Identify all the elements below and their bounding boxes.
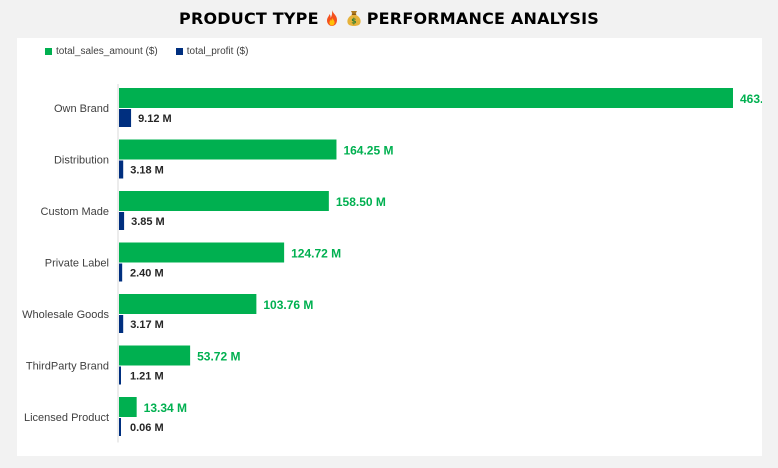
chart-title: PRODUCT TYPE $ PERFORMANCE ANALYSIS [0, 6, 778, 30]
category-label: ThirdParty Brand [26, 361, 109, 373]
sales-bar [119, 242, 285, 263]
chart-legend: total_sales_amount ($) total_profit ($) [45, 46, 248, 57]
legend-label-profit: total_profit ($) [186, 46, 249, 57]
legend-swatch-sales [45, 48, 52, 55]
sales-data-label: 158.50 M [336, 195, 386, 209]
profit-data-label: 3.18 M [130, 165, 164, 177]
profit-bar [119, 418, 121, 436]
profit-bar [119, 109, 132, 127]
sales-bar [119, 397, 137, 417]
category-label: Private Label [45, 258, 109, 270]
legend-swatch-profit [175, 48, 183, 55]
profit-data-label: 0.06 M [130, 422, 164, 434]
chart-panel: total_sales_amount ($) total_profit ($) … [17, 38, 762, 456]
profit-bar [119, 366, 121, 385]
profit-bar [119, 263, 123, 282]
category-label: Custom Made [41, 206, 109, 218]
legend-label-sales: total_sales_amount ($) [56, 46, 158, 57]
category-label: Licensed Product [24, 412, 109, 424]
bar-chart: Own Brand 463.75 M 9.12 M Distribution 164.2… [22, 84, 762, 443]
sales-bar [119, 294, 257, 314]
legend-item-sales: total_sales_amount ($) [45, 46, 158, 57]
profit-data-label: 2.40 M [130, 268, 164, 280]
profit-data-label: 3.17 M [130, 319, 164, 331]
sales-bar [119, 191, 329, 211]
sales-bar [119, 345, 191, 366]
sales-bar [119, 88, 733, 108]
profit-data-label: 1.21 M [130, 371, 164, 383]
sales-data-label: 53.72 M [197, 350, 240, 364]
profit-bar [119, 212, 125, 230]
category-label: Wholesale Goods [22, 309, 109, 321]
title-left-text: PRODUCT TYPE [179, 8, 319, 28]
profit-data-label: 3.85 M [131, 216, 165, 228]
category-label: Own Brand [54, 103, 109, 115]
title-right-text: PERFORMANCE ANALYSIS [366, 8, 599, 28]
sales-bar [119, 139, 337, 160]
sales-data-label: 13.34 M [144, 401, 187, 415]
sales-data-label: 164.25 M [343, 144, 393, 158]
sales-data-label: 103.76 M [263, 298, 313, 312]
fire-icon [326, 10, 337, 26]
legend-item-profit: total_profit ($) [175, 46, 249, 57]
sales-data-label: 463.75 M [740, 92, 762, 106]
money-bag-icon: $ [347, 11, 361, 26]
sales-data-label: 124.72 M [291, 247, 341, 261]
profit-bar [119, 160, 124, 179]
category-label: Distribution [54, 155, 109, 167]
profit-data-label: 9.12 M [138, 113, 172, 125]
profit-bar [119, 315, 124, 333]
svg-text:$: $ [351, 17, 356, 26]
